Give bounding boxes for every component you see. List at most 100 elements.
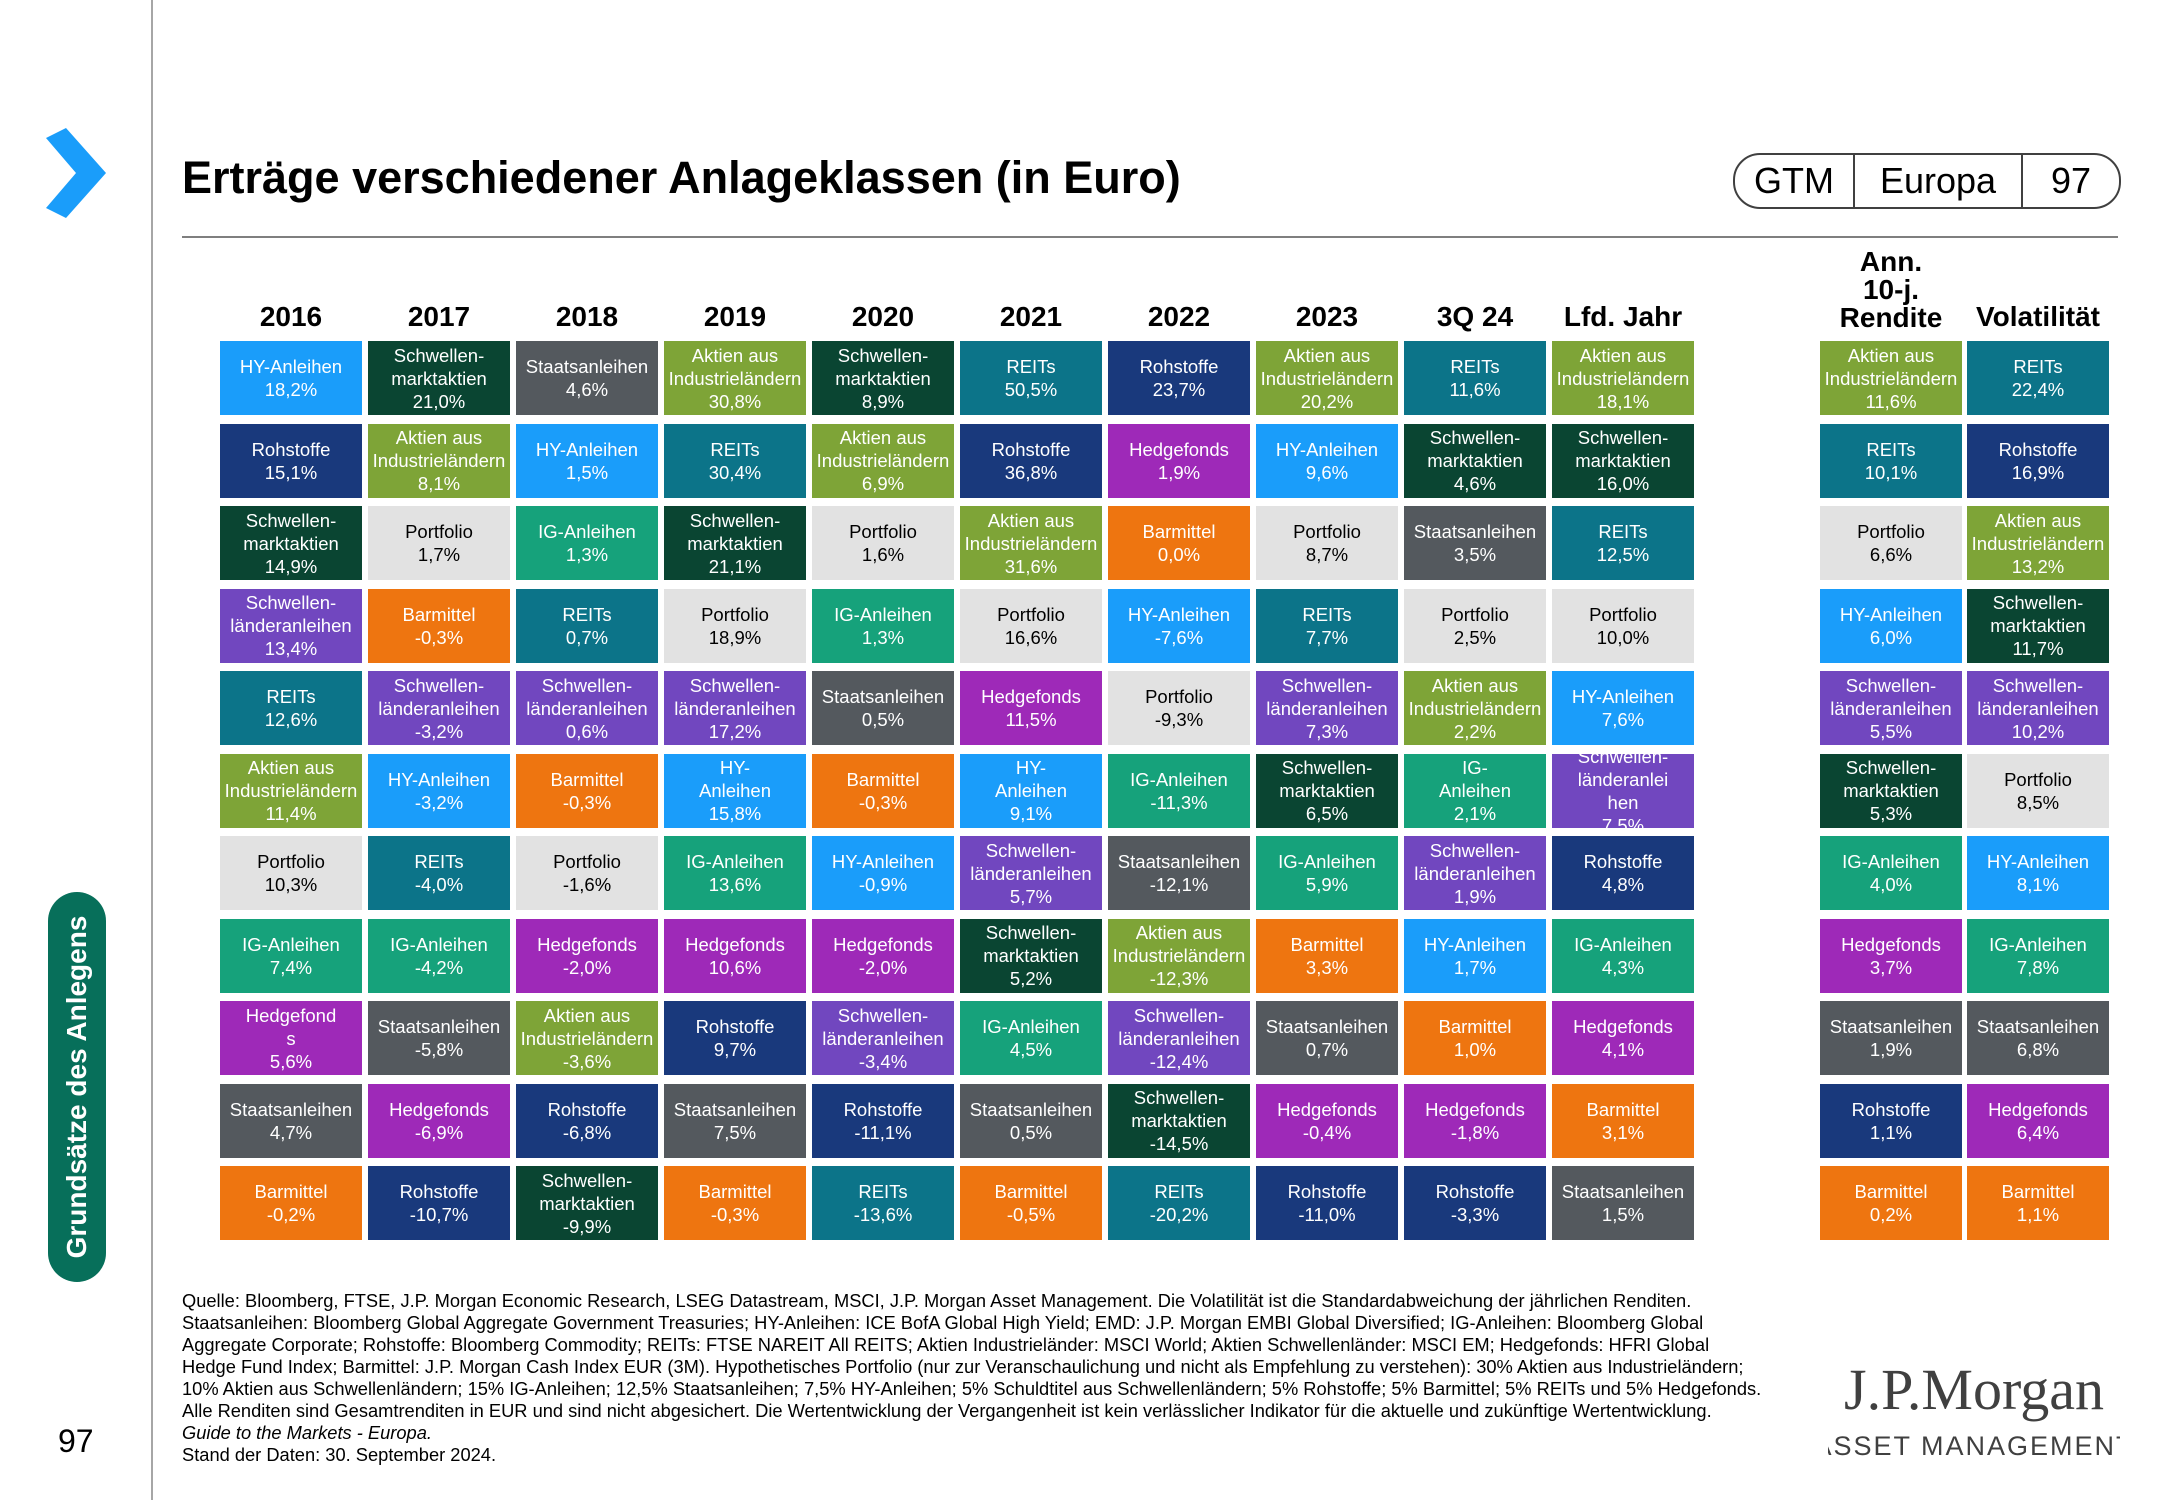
cell-value: -6,9% — [414, 1121, 464, 1143]
cell-value: -6,8% — [562, 1121, 612, 1143]
cell-value: -12,1% — [1149, 874, 1209, 895]
cell-label: Rohstoffe — [1435, 1181, 1515, 1202]
cell-label: IG-Anleihen — [1989, 933, 2087, 955]
cell-label: Staatsanleihen — [1976, 1016, 2100, 1037]
cell-value: 8,7% — [1305, 544, 1349, 565]
table-cell: Aktien aus Industrieländern 8,1% — [368, 423, 510, 498]
cell-label: Schwellen- marktaktien — [1843, 757, 1939, 801]
cell-label: Rohstoffe — [843, 1098, 923, 1120]
cell-value: 23,7% — [1152, 379, 1206, 400]
cell-label: Aktien aus Industrieländern — [520, 1004, 654, 1049]
cell-value: 2,5% — [1453, 626, 1497, 648]
cell-value: 12,6% — [264, 709, 318, 730]
table-cell: IG- Anleihen 2,1% — [1404, 753, 1546, 828]
cell-label: Hedgefonds — [1841, 933, 1941, 955]
cell-value: 18,9% — [708, 626, 762, 648]
cell-label: REITs — [414, 851, 464, 872]
cell-value: 8,1% — [417, 473, 461, 494]
table-cell: Portfolio 16,6% — [960, 588, 1102, 663]
cell-value: 4,8% — [1601, 874, 1645, 895]
cell-value: 0,2% — [1869, 1204, 1913, 1225]
chevron-right-icon[interactable] — [38, 128, 113, 218]
cell-label: Rohstoffe — [1583, 851, 1663, 872]
cell-label: Schwellen- länderanleihen — [378, 674, 500, 719]
cell-label: Schwellen- marktaktien — [835, 344, 931, 389]
table-cell: Barmittel -0,5% — [960, 1166, 1102, 1240]
cell-label: Schwellen- länderanleihen — [526, 674, 648, 719]
cell-label: REITs — [266, 686, 316, 707]
cell-label: REITs — [1598, 521, 1648, 542]
table-cell: Schwellen- länderanleihen 13,4% — [220, 588, 362, 663]
cell-label: HY- Anleihen — [994, 757, 1067, 801]
cell-label: Staatsanleihen — [1561, 1181, 1685, 1202]
cell-value: -3,2% — [414, 791, 464, 813]
table-cell: Hedgefonds 4,1% — [1552, 1001, 1694, 1075]
cell-label: Schwellen- länderanlei hen — [1577, 753, 1669, 813]
table-cell: Barmittel -0,3% — [368, 588, 510, 663]
cell-label: Schwellen- marktaktien — [687, 509, 783, 554]
table-cell: Schwellen- marktaktien 6,5% — [1256, 753, 1398, 828]
table-cell: Rohstoffe -11,1% — [812, 1083, 954, 1158]
cell-value: 15,8% — [708, 803, 762, 824]
cell-value: -0,2% — [266, 1204, 316, 1225]
cell-value: 3,7% — [1869, 956, 1913, 978]
table-cell: REITs 12,6% — [220, 671, 362, 745]
cell-value: -14,5% — [1149, 1133, 1209, 1154]
table-cell: Aktien aus Industrieländern -3,6% — [516, 1001, 658, 1075]
cell-value: 8,5% — [2016, 791, 2060, 813]
cell-value: 13,2% — [2011, 555, 2065, 577]
cell-value: 2,2% — [1453, 720, 1497, 742]
cell-value: -9,3% — [1154, 709, 1204, 730]
table-cell: HY- Anleihen 15,8% — [664, 753, 806, 828]
cell-label: Aktien aus Industrieländern — [1112, 922, 1246, 966]
cell-label: Hedgefonds — [1277, 1098, 1377, 1120]
cell-label: Schwellen- länderanleihen — [1266, 674, 1388, 719]
cell-label: Staatsanleihen — [1829, 1016, 1953, 1037]
cell-label: Portfolio — [257, 851, 325, 872]
table-cell: Schwellen- länderanleihen 7,3% — [1256, 671, 1398, 745]
cell-value: -10,7% — [409, 1204, 469, 1225]
table-cell: Staatsanleihen 7,5% — [664, 1083, 806, 1158]
table-cell: REITs 30,4% — [664, 423, 806, 498]
cell-label: Aktien aus Industrieländern — [1824, 344, 1958, 389]
cell-value: 1,1% — [1869, 1121, 1913, 1143]
cell-label: Portfolio — [1857, 521, 1925, 542]
cell-label: HY-Anleihen — [1986, 851, 2090, 872]
table-cell: Portfolio 1,7% — [368, 506, 510, 580]
cell-label: Portfolio — [553, 851, 621, 872]
cell-label: HY- Anleihen — [698, 757, 771, 801]
table-cell: Barmittel 0,0% — [1108, 506, 1250, 580]
cell-value: -20,2% — [1149, 1204, 1209, 1225]
cell-label: Portfolio — [1441, 603, 1509, 625]
table-cell: Schwellen- länderanleihen 5,5% — [1820, 671, 1962, 745]
cell-value: -3,3% — [1450, 1204, 1500, 1225]
table-cell: Barmittel -0,3% — [812, 753, 954, 828]
cell-label: Schwellen- marktaktien — [1131, 1087, 1227, 1131]
cell-label: Rohstoffe — [1287, 1181, 1367, 1202]
cell-label: Rohstoffe — [1139, 356, 1219, 377]
cell-label: Staatsanleihen — [821, 686, 945, 707]
cell-value: 11,6% — [1449, 379, 1501, 400]
table-cell: Hedgefond s 5,6% — [220, 1001, 362, 1075]
cell-value: 12,5% — [1596, 544, 1650, 565]
cell-value: 6,0% — [1869, 626, 1913, 648]
table-cell: HY-Anleihen 1,5% — [516, 423, 658, 498]
cell-label: Barmittel — [698, 1181, 772, 1202]
cell-label: Staatsanleihen — [969, 1098, 1093, 1120]
table-cell: Schwellen- länderanleihen 17,2% — [664, 671, 806, 745]
cell-label: Schwellen- marktaktien — [243, 509, 339, 554]
table-cell: REITs 22,4% — [1967, 341, 2109, 415]
section-tab[interactable]: Grundsätze des Anlegens — [48, 892, 106, 1282]
cell-label: IG-Anleihen — [1278, 851, 1376, 872]
table-cell: Rohstoffe 9,7% — [664, 1001, 806, 1075]
cell-value: 21,0% — [412, 390, 466, 412]
cell-label: Barmittel — [1142, 521, 1216, 542]
cell-label: IG-Anleihen — [686, 851, 784, 872]
cell-value: -2,0% — [562, 956, 612, 978]
table-cell: Schwellen- länderanleihen 10,2% — [1967, 671, 2109, 745]
cell-label: Staatsanleihen — [229, 1098, 353, 1120]
cell-value: -11,0% — [1298, 1204, 1356, 1225]
cell-value: 1,9% — [1157, 461, 1201, 483]
table-cell: IG-Anleihen 7,8% — [1967, 918, 2109, 993]
cell-value: 3,1% — [1601, 1121, 1645, 1143]
